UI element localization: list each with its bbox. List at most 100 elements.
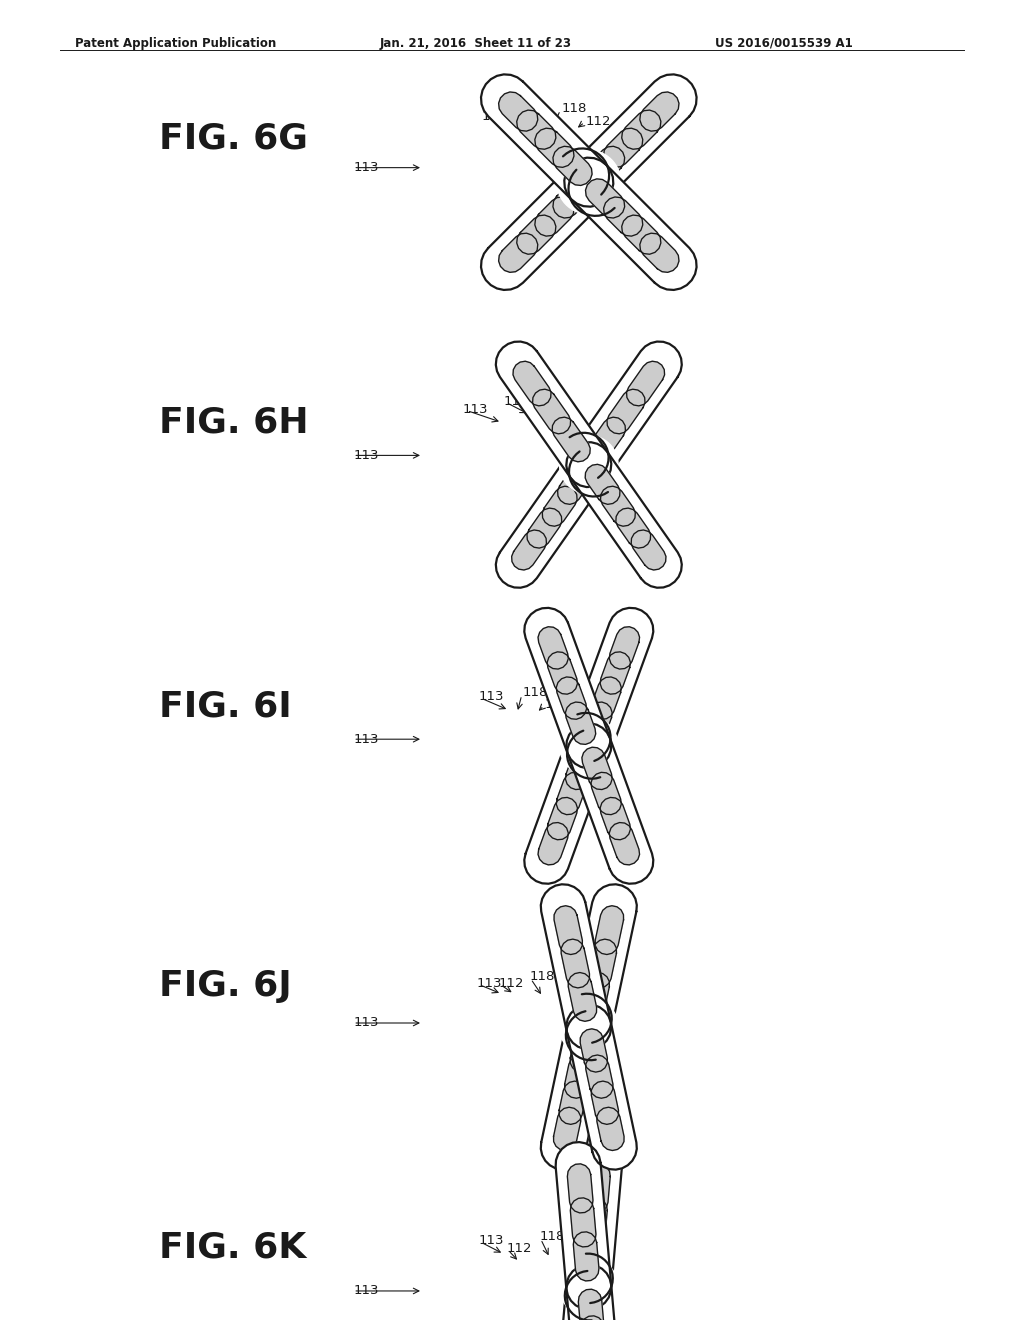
Polygon shape [597, 1107, 624, 1151]
Text: 113: 113 [463, 403, 488, 416]
Text: 113: 113 [353, 1016, 379, 1030]
Polygon shape [603, 197, 643, 236]
Polygon shape [585, 465, 620, 504]
Polygon shape [553, 180, 592, 218]
Polygon shape [582, 747, 612, 789]
Polygon shape [535, 128, 574, 168]
Polygon shape [566, 723, 653, 883]
Polygon shape [566, 884, 637, 1049]
Polygon shape [588, 939, 616, 987]
Polygon shape [566, 442, 682, 587]
Polygon shape [554, 1107, 581, 1151]
Polygon shape [600, 486, 635, 527]
Text: US 2016/0015539 A1: US 2016/0015539 A1 [715, 37, 853, 50]
Polygon shape [499, 92, 538, 131]
Polygon shape [541, 1005, 611, 1170]
Text: 113: 113 [481, 110, 507, 123]
Text: 113: 113 [478, 1234, 504, 1247]
Polygon shape [595, 906, 624, 954]
Polygon shape [566, 342, 682, 487]
Polygon shape [609, 822, 640, 865]
Polygon shape [600, 797, 631, 840]
Polygon shape [496, 442, 611, 587]
Text: 113: 113 [478, 690, 504, 704]
Text: FIG. 6J: FIG. 6J [159, 969, 292, 1003]
Text: 113: 113 [353, 449, 379, 462]
Polygon shape [570, 1197, 596, 1247]
Polygon shape [574, 1290, 599, 1320]
Polygon shape [556, 1142, 611, 1309]
Polygon shape [532, 389, 570, 434]
Polygon shape [524, 609, 611, 768]
Text: Patent Application Publication: Patent Application Publication [75, 37, 276, 50]
Polygon shape [640, 92, 679, 131]
Polygon shape [603, 128, 643, 168]
Polygon shape [559, 717, 618, 775]
Polygon shape [579, 1232, 604, 1280]
Polygon shape [481, 157, 613, 290]
Text: 118: 118 [540, 1230, 565, 1243]
Polygon shape [600, 652, 631, 694]
Polygon shape [566, 609, 653, 768]
Polygon shape [517, 110, 556, 149]
Polygon shape [631, 529, 666, 570]
Polygon shape [559, 436, 618, 494]
Polygon shape [543, 486, 578, 527]
Polygon shape [591, 772, 622, 814]
Text: 112: 112 [504, 395, 529, 408]
Polygon shape [512, 529, 547, 570]
Polygon shape [564, 74, 696, 207]
Polygon shape [591, 677, 622, 719]
Polygon shape [554, 906, 583, 954]
Polygon shape [582, 1197, 607, 1247]
Polygon shape [553, 147, 592, 185]
Polygon shape [607, 389, 645, 434]
Polygon shape [517, 215, 556, 255]
Polygon shape [571, 1316, 597, 1320]
Text: 118: 118 [522, 686, 548, 700]
Polygon shape [581, 1316, 606, 1320]
Polygon shape [556, 677, 587, 719]
Polygon shape [609, 627, 640, 669]
Text: Jan. 21, 2016  Sheet 11 of 23: Jan. 21, 2016 Sheet 11 of 23 [380, 37, 572, 50]
Text: FIG. 6G: FIG. 6G [159, 121, 307, 156]
Polygon shape [552, 417, 590, 462]
Polygon shape [564, 157, 696, 290]
Polygon shape [573, 1232, 599, 1280]
Polygon shape [570, 1028, 597, 1072]
Polygon shape [541, 884, 611, 1049]
Polygon shape [547, 797, 578, 840]
Text: FIG. 6I: FIG. 6I [159, 689, 292, 723]
Polygon shape [579, 1290, 603, 1320]
Polygon shape [622, 215, 660, 255]
Polygon shape [622, 110, 660, 149]
Polygon shape [586, 1055, 613, 1098]
Polygon shape [564, 1055, 592, 1098]
Polygon shape [566, 1265, 622, 1320]
Polygon shape [615, 508, 650, 548]
Text: 118: 118 [528, 389, 554, 403]
Polygon shape [496, 342, 611, 487]
Text: 113: 113 [476, 977, 502, 990]
Text: 112: 112 [507, 1242, 532, 1255]
Polygon shape [557, 150, 621, 214]
Polygon shape [524, 723, 611, 883]
Text: 118: 118 [529, 970, 555, 983]
Polygon shape [499, 234, 538, 272]
Polygon shape [566, 1005, 637, 1170]
Polygon shape [567, 1164, 593, 1213]
Text: 112: 112 [545, 698, 570, 711]
Polygon shape [538, 627, 568, 669]
Text: 113: 113 [353, 1284, 379, 1298]
Polygon shape [556, 772, 587, 814]
Polygon shape [581, 973, 609, 1022]
Polygon shape [513, 362, 551, 405]
Polygon shape [538, 822, 568, 865]
Polygon shape [566, 1142, 622, 1309]
Polygon shape [527, 508, 562, 548]
Polygon shape [585, 1164, 610, 1213]
Polygon shape [481, 74, 613, 207]
Polygon shape [559, 998, 618, 1056]
Text: 113: 113 [353, 733, 379, 746]
Polygon shape [581, 1028, 607, 1072]
